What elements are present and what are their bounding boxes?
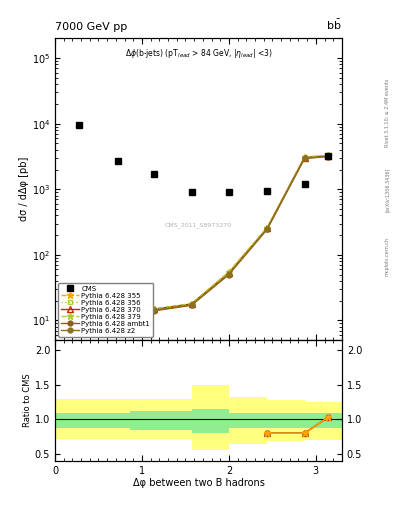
Pythia 6.428 356: [302, 155, 307, 161]
Line: Pythia 6.428 379: Pythia 6.428 379: [76, 152, 331, 323]
Pythia 6.428 356: [326, 153, 331, 159]
Pythia 6.428 355: [302, 154, 307, 160]
Pythia 6.428 z2: [326, 153, 331, 159]
Pythia 6.428 355: [189, 301, 194, 307]
Text: mcplots.cern.ch: mcplots.cern.ch: [385, 237, 390, 275]
Text: $\Delta\phi$(b-jets) (pT$_{\mathit{lead}}$ > 84 GeV, |$\eta_{\mathit{lead}}$| <3: $\Delta\phi$(b-jets) (pT$_{\mathit{lead}…: [125, 48, 272, 60]
Line: Pythia 6.428 370: Pythia 6.428 370: [77, 153, 331, 323]
Pythia 6.428 370: [326, 153, 331, 159]
CMS: [189, 189, 194, 196]
Pythia 6.428 355: [152, 306, 156, 312]
Text: 7000 GeV pp: 7000 GeV pp: [55, 22, 127, 32]
Line: Pythia 6.428 356: Pythia 6.428 356: [77, 154, 331, 323]
Pythia 6.428 ambt1: [302, 155, 307, 161]
CMS: [326, 153, 331, 159]
Pythia 6.428 ambt1: [326, 154, 331, 160]
Text: Rivet 3.1.10; ≥ 2.4M events: Rivet 3.1.10; ≥ 2.4M events: [385, 78, 390, 147]
Line: CMS: CMS: [76, 122, 331, 196]
Pythia 6.428 379: [265, 225, 270, 231]
Pythia 6.428 379: [302, 154, 307, 160]
Pythia 6.428 370: [265, 225, 270, 231]
Pythia 6.428 379: [189, 301, 194, 307]
Pythia 6.428 z2: [189, 302, 194, 308]
CMS: [265, 187, 270, 194]
Pythia 6.428 379: [152, 306, 156, 312]
Pythia 6.428 ambt1: [77, 319, 82, 325]
CMS: [152, 171, 156, 177]
Pythia 6.428 379: [226, 269, 231, 275]
Pythia 6.428 355: [226, 269, 231, 275]
Pythia 6.428 370: [152, 306, 156, 312]
Pythia 6.428 356: [265, 226, 270, 232]
Pythia 6.428 370: [226, 270, 231, 276]
Pythia 6.428 355: [115, 316, 120, 322]
Pythia 6.428 356: [115, 317, 120, 324]
Pythia 6.428 ambt1: [152, 308, 156, 314]
Line: Pythia 6.428 ambt1: Pythia 6.428 ambt1: [77, 154, 331, 324]
Pythia 6.428 370: [115, 317, 120, 323]
Pythia 6.428 370: [302, 155, 307, 161]
CMS: [226, 189, 231, 196]
Pythia 6.428 z2: [265, 226, 270, 232]
Pythia 6.428 ambt1: [226, 271, 231, 278]
Pythia 6.428 379: [77, 316, 82, 323]
Pythia 6.428 355: [77, 316, 82, 322]
Text: [arXiv:1306.3436]: [arXiv:1306.3436]: [385, 167, 390, 211]
Pythia 6.428 z2: [152, 307, 156, 313]
CMS: [302, 181, 307, 187]
Legend: CMS, Pythia 6.428 355, Pythia 6.428 356, Pythia 6.428 370, Pythia 6.428 379, Pyt: CMS, Pythia 6.428 355, Pythia 6.428 356,…: [59, 283, 153, 337]
Line: Pythia 6.428 z2: Pythia 6.428 z2: [77, 154, 331, 324]
X-axis label: Δφ between two B hadrons: Δφ between two B hadrons: [132, 478, 264, 488]
Pythia 6.428 z2: [302, 155, 307, 161]
Text: b$\bar{\mathrm{b}}$: b$\bar{\mathrm{b}}$: [327, 17, 342, 32]
CMS: [77, 122, 82, 128]
Pythia 6.428 356: [152, 307, 156, 313]
Pythia 6.428 355: [326, 152, 331, 158]
Y-axis label: Ratio to CMS: Ratio to CMS: [23, 374, 32, 428]
CMS: [115, 158, 120, 164]
Pythia 6.428 356: [77, 317, 82, 324]
Pythia 6.428 356: [189, 302, 194, 308]
Pythia 6.428 ambt1: [265, 226, 270, 232]
Pythia 6.428 370: [189, 301, 194, 307]
Pythia 6.428 355: [265, 225, 270, 231]
Line: Pythia 6.428 355: Pythia 6.428 355: [76, 152, 331, 323]
Pythia 6.428 ambt1: [189, 302, 194, 308]
Text: CMS_2011_S8973270: CMS_2011_S8973270: [165, 223, 232, 228]
Pythia 6.428 ambt1: [115, 319, 120, 325]
Pythia 6.428 z2: [226, 271, 231, 277]
Pythia 6.428 379: [115, 316, 120, 323]
Pythia 6.428 z2: [115, 318, 120, 324]
Pythia 6.428 356: [226, 270, 231, 276]
Y-axis label: dσ / dΔφ [pb]: dσ / dΔφ [pb]: [19, 157, 29, 222]
Pythia 6.428 370: [77, 317, 82, 323]
Pythia 6.428 379: [326, 153, 331, 159]
Pythia 6.428 z2: [77, 318, 82, 324]
